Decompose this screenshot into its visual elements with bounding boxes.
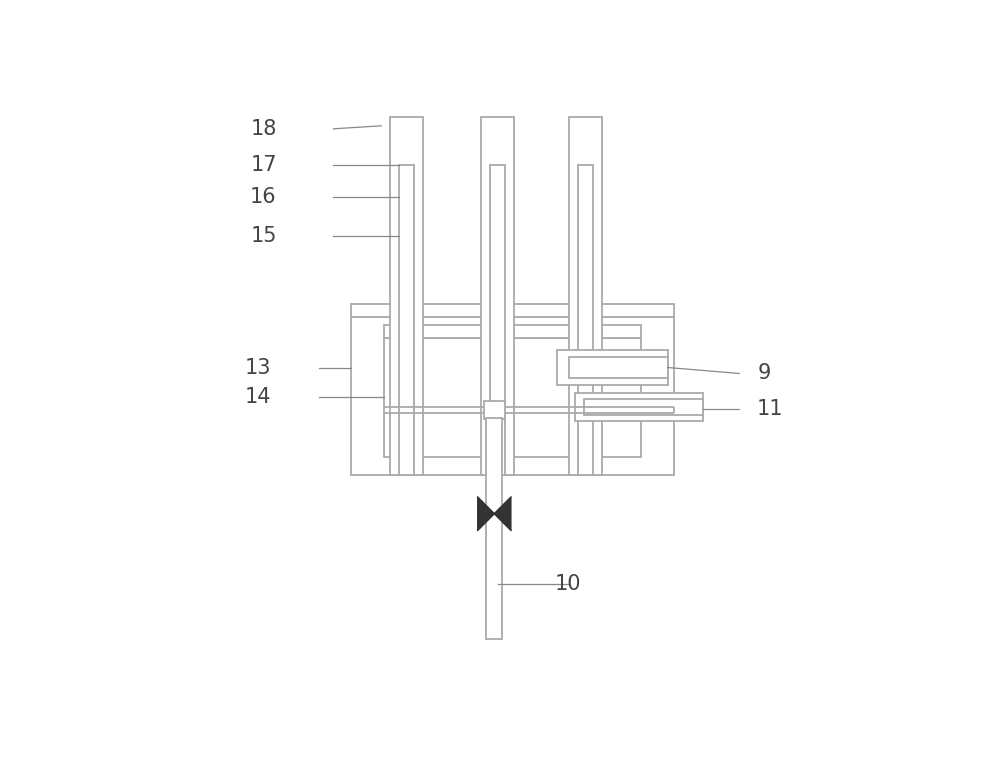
Bar [578, 164, 593, 475]
Text: 17: 17 [250, 154, 277, 174]
Text: 14: 14 [244, 388, 271, 408]
Text: 18: 18 [250, 119, 277, 139]
Bar [484, 401, 505, 418]
Text: 13: 13 [244, 357, 271, 377]
Bar [569, 117, 602, 475]
Text: 9: 9 [757, 363, 771, 384]
Bar [486, 418, 502, 639]
Bar [481, 117, 514, 475]
Bar [557, 350, 668, 385]
Bar [584, 398, 703, 415]
Text: 10: 10 [555, 574, 581, 594]
Text: 16: 16 [250, 188, 277, 208]
Bar [384, 338, 641, 457]
Bar [384, 325, 641, 338]
Bar [351, 317, 674, 475]
Text: 11: 11 [757, 399, 784, 419]
Bar [399, 164, 414, 475]
Polygon shape [494, 497, 511, 530]
Bar [390, 117, 423, 475]
Text: 15: 15 [250, 226, 277, 246]
Bar [490, 164, 505, 475]
Bar [575, 393, 703, 422]
Bar [569, 356, 668, 378]
Bar [351, 304, 674, 317]
Polygon shape [478, 497, 494, 530]
